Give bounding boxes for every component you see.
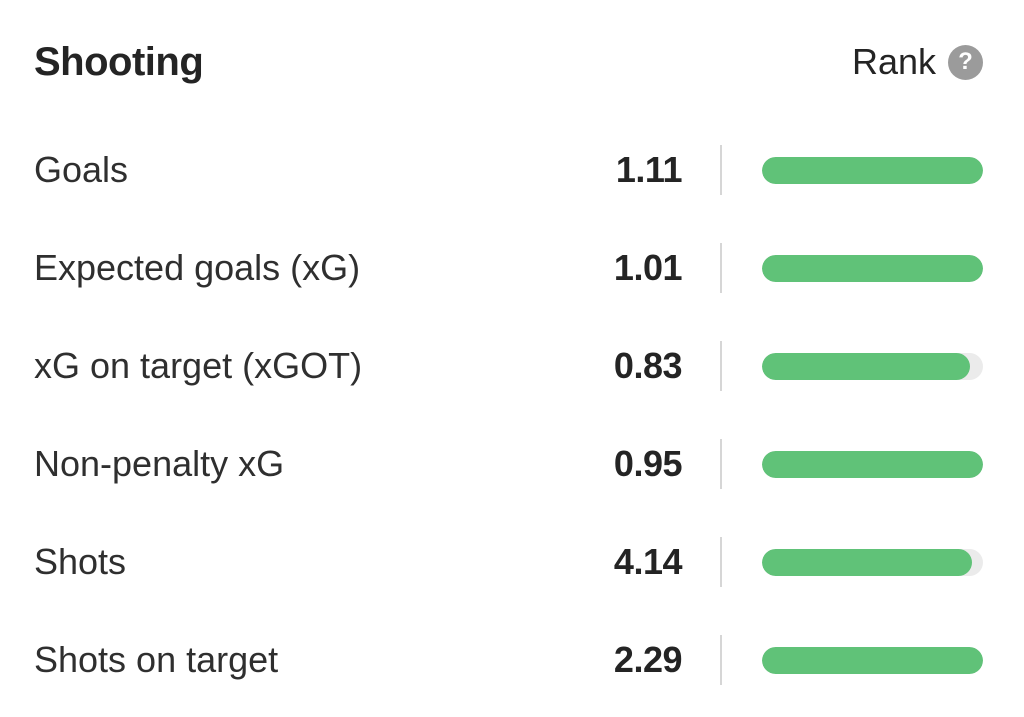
rank-bar-track <box>762 646 983 674</box>
stat-row: xG on target (xGOT) 0.83 <box>34 317 983 415</box>
stat-label: Shots <box>34 541 127 582</box>
rank-bar-track <box>762 352 983 380</box>
rank-bar-track <box>762 254 983 282</box>
row-divider <box>720 243 722 293</box>
stat-value: 2.29 <box>613 639 683 680</box>
rank-bar-track <box>762 156 983 184</box>
row-divider <box>720 537 722 587</box>
stat-label: Shots on target <box>34 639 279 680</box>
stat-row: Shots 4.14 <box>34 513 983 611</box>
stat-row: Goals 1.11 <box>34 121 983 219</box>
rank-bar-track <box>762 548 983 576</box>
stat-value: 1.11 <box>615 149 683 190</box>
stat-row: Expected goals (xG) 1.01 <box>34 219 983 317</box>
rank-bar-track <box>762 450 983 478</box>
rank-bar-fill <box>762 352 970 380</box>
row-divider <box>720 439 722 489</box>
rank-column-label: Rank <box>851 41 936 82</box>
rank-bar-fill <box>762 450 983 478</box>
help-icon[interactable]: ? <box>948 44 983 80</box>
stat-row: Shots on target 2.29 <box>34 611 983 709</box>
rank-header: Rank ? <box>852 41 983 83</box>
stat-rows-list: Goals 1.11 Expected goals (xG) 1.01 xG o… <box>34 121 983 709</box>
row-divider <box>720 145 722 195</box>
stat-label: Non-penalty xG <box>34 443 285 484</box>
stat-value: 0.95 <box>613 443 683 484</box>
panel-header: Shooting Rank ? <box>34 38 983 86</box>
stat-value: 0.83 <box>613 345 683 386</box>
rank-bar-fill <box>762 548 972 576</box>
stat-label: Goals <box>34 149 129 190</box>
stat-value: 1.01 <box>613 247 683 288</box>
row-divider <box>720 341 722 391</box>
section-title: Shooting <box>34 39 204 84</box>
stat-row: Non-penalty xG 0.95 <box>34 415 983 513</box>
rank-bar-fill <box>762 646 983 674</box>
rank-bar-fill <box>762 156 983 184</box>
stat-label: Expected goals (xG) <box>34 247 361 288</box>
stat-value: 4.14 <box>613 541 683 582</box>
rank-bar-fill <box>762 254 983 282</box>
stat-label: xG on target (xGOT) <box>34 345 363 386</box>
row-divider <box>720 635 722 685</box>
